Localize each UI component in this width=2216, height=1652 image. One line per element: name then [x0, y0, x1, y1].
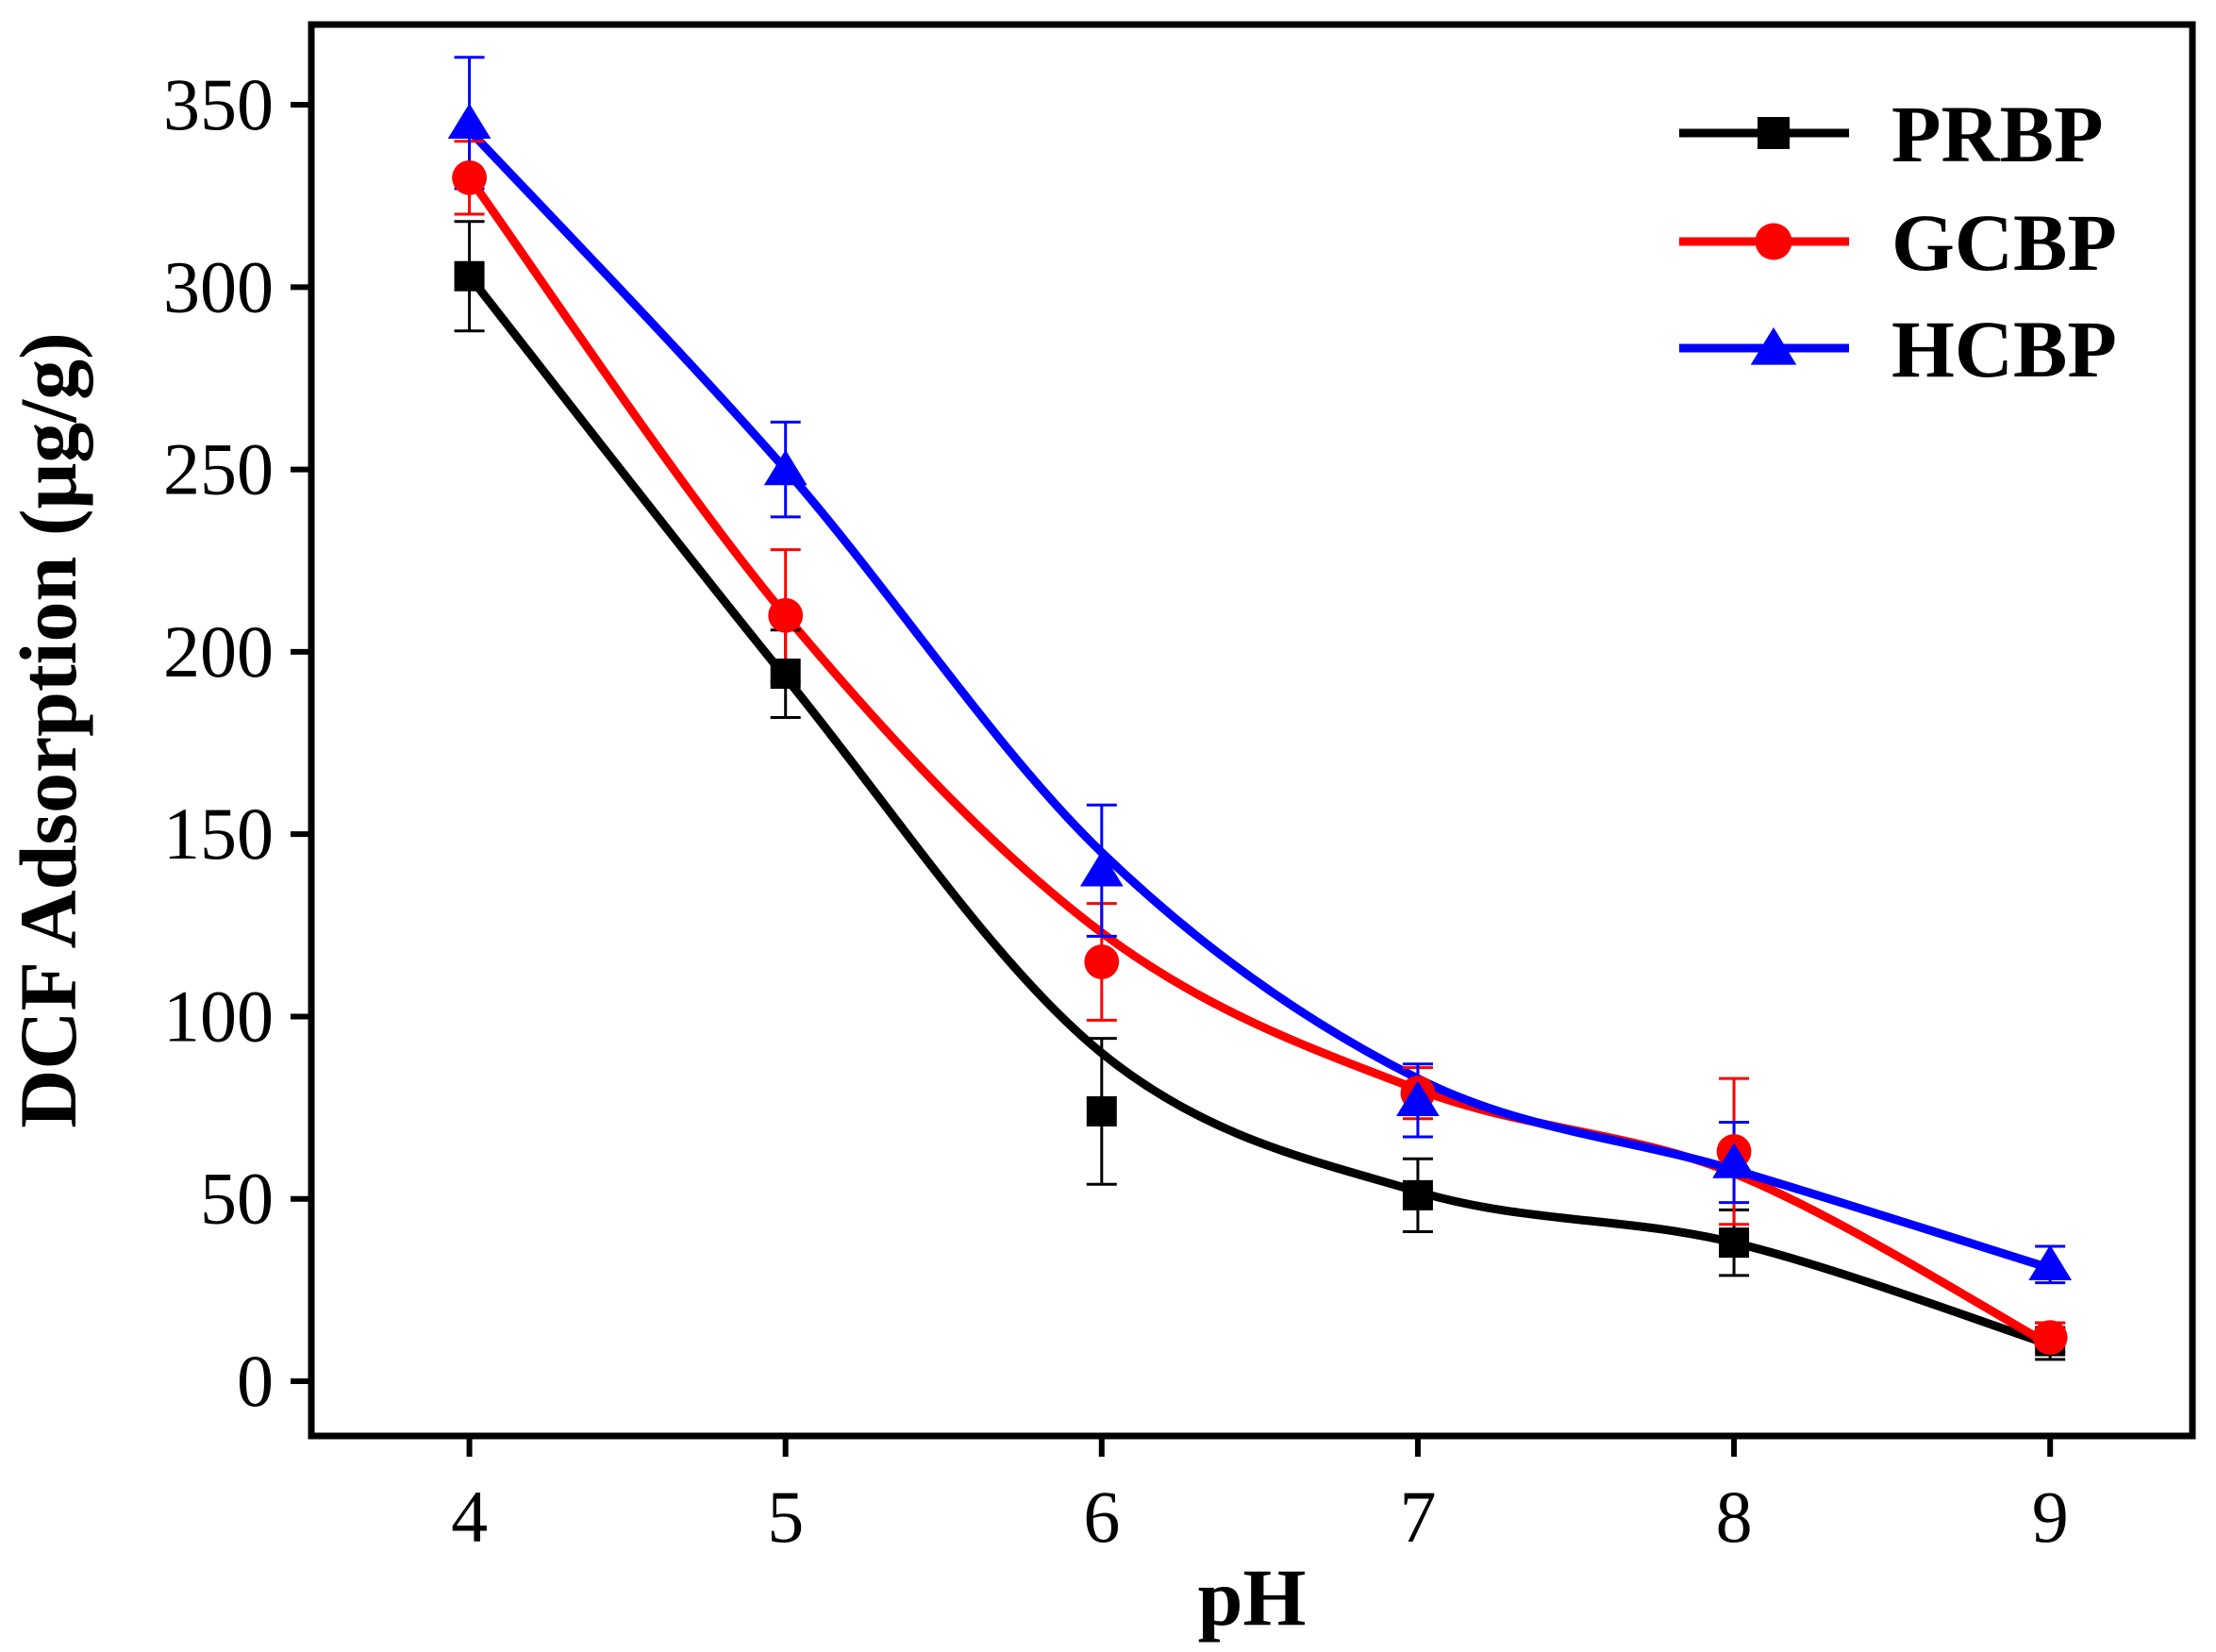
point-prbp	[454, 260, 485, 292]
point-hcbp	[1079, 851, 1124, 887]
plot-frame	[308, 21, 2196, 1440]
markers-layer	[447, 103, 2073, 1357]
x-axis-title: pH	[1198, 1552, 1307, 1643]
point-prbp	[1086, 1095, 1117, 1126]
y-tick-label: 200	[163, 610, 274, 693]
x-tick-label: 6	[1083, 1476, 1120, 1558]
point-prbp	[1719, 1227, 1750, 1259]
point-hcbp	[1712, 1143, 1756, 1178]
legend-marker-hcbp	[1750, 326, 1797, 365]
y-tick-label: 50	[200, 1158, 274, 1240]
y-tick-label: 0	[237, 1340, 274, 1422]
legend-marker-gcbp	[1755, 223, 1792, 260]
y-tick-label: 300	[163, 245, 274, 327]
point-hcbp	[447, 103, 492, 140]
ticks-layer: 4 5 6 7 8 9 0 50 100 150 200 250 300 350	[163, 63, 2069, 1558]
errorbars-layer	[454, 56, 2066, 1361]
point-gcbp	[2032, 1320, 2068, 1356]
point-prbp	[770, 659, 801, 690]
point-gcbp	[452, 159, 487, 195]
legend-marker-prbp	[1758, 117, 1790, 149]
legend: PRBP GCBP HCBP	[1679, 89, 2117, 394]
point-gcbp	[768, 597, 804, 633]
point-hcbp	[2028, 1244, 2073, 1280]
y-tick-label: 150	[163, 793, 274, 875]
y-tick-label: 350	[163, 63, 274, 145]
legend-label-hcbp: HCBP	[1891, 304, 2117, 394]
x-tick-label: 9	[2032, 1476, 2069, 1558]
curve-hcbp	[465, 125, 2055, 1273]
x-tick-label: 5	[767, 1476, 804, 1558]
point-gcbp	[1084, 944, 1120, 979]
y-tick-label: 250	[163, 428, 274, 510]
point-hcbp	[763, 449, 808, 486]
x-tick-label: 8	[1716, 1476, 1753, 1558]
legend-label-gcbp: GCBP	[1891, 197, 2117, 288]
x-tick-label: 7	[1399, 1476, 1436, 1558]
point-prbp	[1402, 1179, 1433, 1210]
curve-prbp	[465, 272, 2055, 1349]
curves-layer	[465, 125, 2055, 1349]
y-tick-label: 100	[163, 975, 274, 1057]
legend-label-prbp: PRBP	[1891, 89, 2104, 179]
curve-gcbp	[465, 173, 2055, 1349]
point-hcbp	[1396, 1080, 1440, 1117]
y-axis-title: DCF Adsorption (μg/g)	[3, 332, 93, 1128]
x-tick-label: 4	[451, 1476, 488, 1558]
